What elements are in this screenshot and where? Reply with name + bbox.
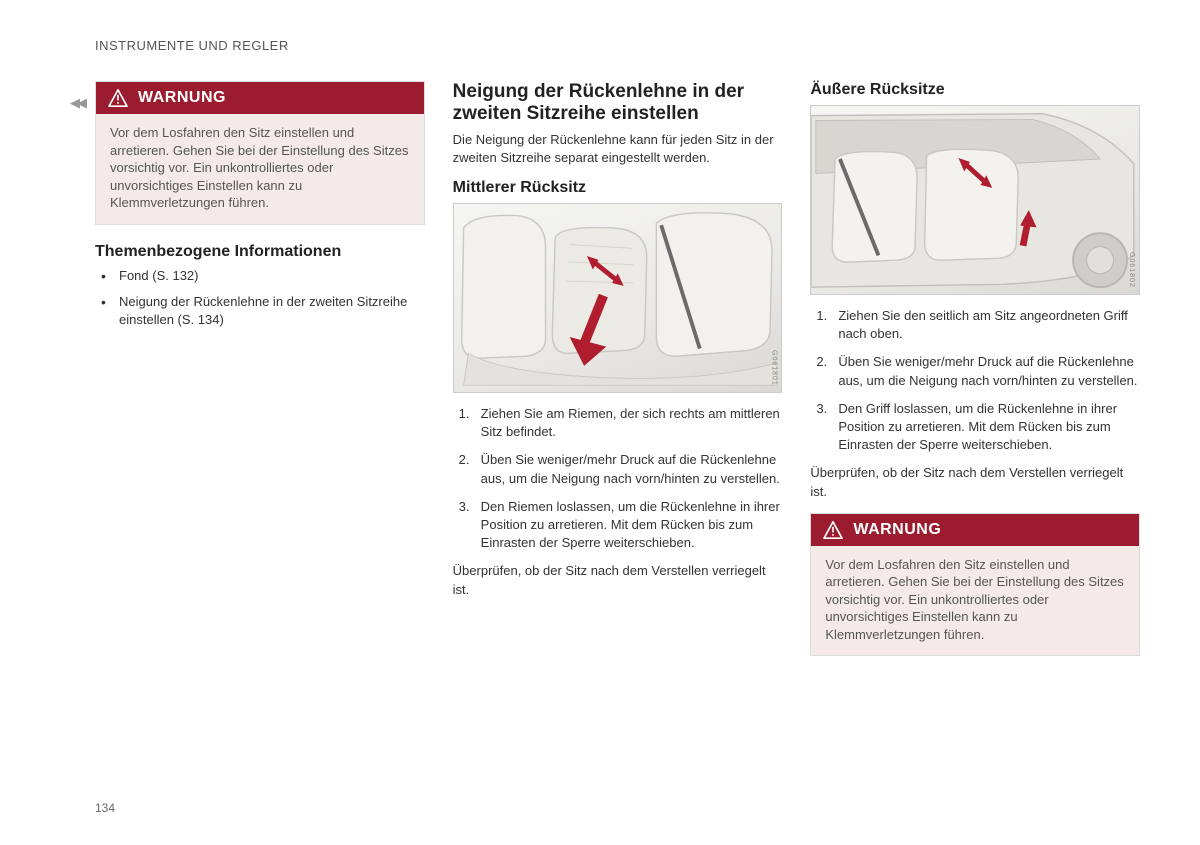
- related-link[interactable]: Neigung der Rückenlehne in der zweiten S…: [99, 293, 425, 329]
- subsection-heading: Mittlerer Rücksitz: [453, 179, 783, 197]
- step-item: 1.Ziehen Sie den seitlich am Sitz angeor…: [814, 307, 1140, 343]
- section-title: Neigung der Rückenlehne in der zweiten S…: [453, 81, 783, 125]
- step-item: 2.Üben Sie weniger/mehr Druck auf die Rü…: [814, 353, 1140, 389]
- warning-title: WARNUNG: [138, 89, 226, 107]
- figure-id: G061801: [770, 350, 777, 386]
- related-info-list: Fond (S. 132) Neigung der Rückenlehne in…: [95, 267, 425, 330]
- closing-note: Überprüfen, ob der Sitz nach dem Verstel…: [453, 562, 783, 598]
- step-item: 3.Den Riemen loslassen, um die Rückenleh…: [457, 498, 783, 553]
- seat-illustration: [811, 106, 1139, 289]
- seat-illustration: [454, 204, 782, 387]
- step-item: 2.Üben Sie weniger/mehr Druck auf die Rü…: [457, 451, 783, 487]
- column-3: Äußere Rücksitze: [810, 81, 1140, 674]
- warning-triangle-icon: [108, 89, 128, 107]
- warning-header: WARNUNG: [811, 514, 1139, 546]
- warning-body: Vor dem Losfahren den Sitz einstellen un…: [811, 546, 1139, 656]
- warning-title: WARNUNG: [853, 521, 941, 539]
- figure-outer-seats: G061802: [810, 105, 1140, 295]
- section-intro: Die Neigung der Rückenlehne kann für jed…: [453, 131, 783, 167]
- warning-triangle-icon: [823, 521, 843, 539]
- section-header: INSTRUMENTE UND REGLER: [95, 38, 1140, 53]
- manual-page: ◀◀ INSTRUMENTE UND REGLER WARNUNG Vor de…: [0, 0, 1200, 845]
- steps-list: 1.Ziehen Sie am Riemen, der sich rechts …: [453, 405, 783, 552]
- closing-note: Überprüfen, ob der Sitz nach dem Verstel…: [810, 464, 1140, 500]
- warning-header: WARNUNG: [96, 82, 424, 114]
- warning-box: WARNUNG Vor dem Losfahren den Sitz einst…: [95, 81, 425, 225]
- warning-body: Vor dem Losfahren den Sitz einstellen un…: [96, 114, 424, 224]
- step-item: 1.Ziehen Sie am Riemen, der sich rechts …: [457, 405, 783, 441]
- figure-id: G061802: [1128, 252, 1135, 288]
- page-number: 134: [95, 801, 115, 815]
- related-link[interactable]: Fond (S. 132): [99, 267, 425, 285]
- subsection-heading: Äußere Rücksitze: [810, 81, 1140, 99]
- content-columns: WARNUNG Vor dem Losfahren den Sitz einst…: [95, 81, 1140, 674]
- step-item: 3.Den Griff loslassen, um die Rückenlehn…: [814, 400, 1140, 455]
- related-info-heading: Themenbezogene Informationen: [95, 243, 425, 261]
- column-1: WARNUNG Vor dem Losfahren den Sitz einst…: [95, 81, 425, 674]
- warning-box: WARNUNG Vor dem Losfahren den Sitz einst…: [810, 513, 1140, 657]
- column-2: Neigung der Rückenlehne in der zweiten S…: [453, 81, 783, 674]
- figure-middle-seat: G061801: [453, 203, 783, 393]
- steps-list: 1.Ziehen Sie den seitlich am Sitz angeor…: [810, 307, 1140, 454]
- continuation-marker: ◀◀: [70, 95, 84, 111]
